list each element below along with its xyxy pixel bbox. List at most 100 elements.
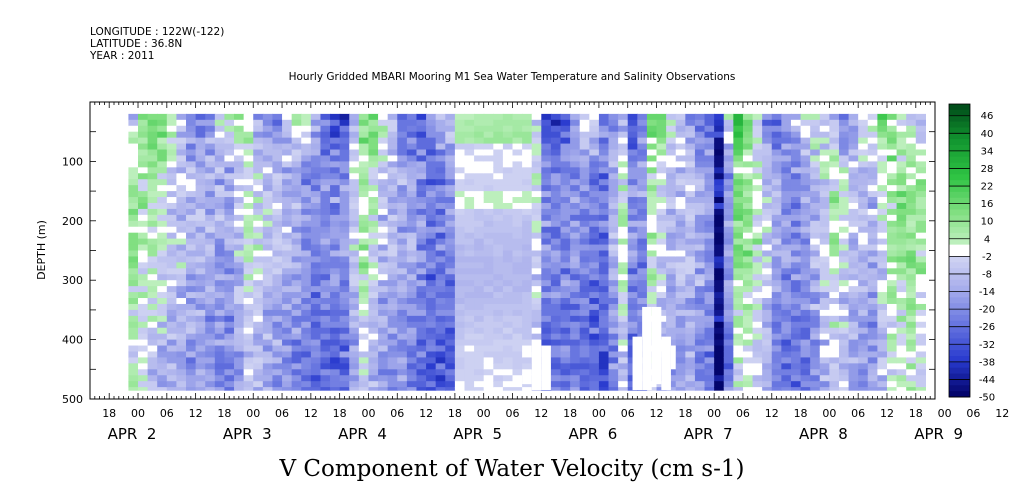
heat-cell	[771, 220, 782, 228]
heat-cell	[771, 119, 782, 127]
heat-cell	[838, 309, 850, 317]
heat-cell	[522, 280, 533, 287]
heat-cell	[742, 179, 754, 186]
heat-cell	[810, 327, 821, 335]
heat-cell	[896, 202, 907, 210]
heat-cell	[637, 220, 648, 228]
heat-cell	[886, 256, 898, 263]
heat-cell	[138, 375, 149, 382]
heat-cell	[147, 280, 158, 287]
heat-cell	[416, 232, 427, 240]
heat-cell	[454, 238, 466, 246]
heat-cell	[205, 113, 216, 121]
heat-cell	[570, 369, 581, 376]
heat-cell	[886, 197, 898, 204]
heat-cell	[157, 327, 168, 335]
heat-cell	[656, 250, 667, 258]
heat-cell	[790, 268, 802, 275]
heat-cell	[589, 274, 600, 281]
heat-cell	[800, 185, 811, 192]
heat-cell	[838, 220, 850, 228]
heat-cell	[301, 280, 312, 287]
heat-cell	[368, 185, 379, 192]
heat-cell	[186, 185, 197, 192]
x-tick-label: 18	[794, 407, 808, 420]
heat-cell	[406, 244, 418, 252]
heat-cell	[330, 303, 341, 311]
heat-cell	[282, 113, 293, 121]
heat-cell	[502, 191, 514, 198]
heat-cell	[618, 274, 629, 281]
heat-cell	[186, 125, 197, 133]
heat-cell	[531, 125, 542, 133]
heat-cell	[426, 262, 437, 269]
heat-cell	[886, 143, 898, 151]
heat-cell	[896, 357, 907, 364]
heat-cell	[339, 220, 350, 228]
heat-cell	[800, 262, 811, 269]
heat-cell	[445, 321, 456, 329]
heat-cell	[435, 381, 446, 388]
heat-cell	[282, 232, 293, 240]
heat-cell	[666, 262, 677, 269]
heat-cell	[723, 292, 734, 299]
heat-cell	[186, 232, 197, 240]
heat-cell	[195, 119, 206, 127]
heat-cell	[387, 131, 398, 139]
colorbar-swatch	[949, 355, 970, 363]
heat-cell	[454, 387, 466, 391]
heat-cell	[723, 298, 734, 305]
colorbar-swatch	[949, 104, 970, 111]
heat-cell	[157, 387, 168, 391]
heat-cell	[781, 161, 792, 168]
heat-cell	[675, 137, 686, 145]
heat-cell	[742, 256, 754, 263]
heat-cell	[195, 286, 206, 293]
heat-cell	[598, 250, 610, 258]
heat-cell	[445, 167, 456, 174]
heat-cell	[733, 185, 744, 192]
heat-cell	[214, 262, 226, 269]
heat-cell	[282, 333, 293, 341]
heat-cell	[848, 274, 859, 281]
heat-cell	[378, 250, 389, 258]
heat-cell	[608, 232, 619, 240]
heat-cell	[416, 125, 427, 133]
heat-cell	[147, 351, 158, 359]
heat-cell	[598, 286, 610, 293]
heat-cell	[838, 351, 850, 359]
heat-cell	[205, 321, 216, 329]
heat-cell	[512, 173, 523, 180]
heat-cell	[531, 214, 542, 222]
heat-cell	[790, 185, 802, 192]
heat-cell	[704, 345, 715, 353]
heat-cell	[147, 161, 158, 168]
heat-cell	[147, 238, 158, 246]
heat-cell	[541, 232, 552, 240]
heat-cell	[570, 197, 581, 204]
heat-cell	[186, 351, 197, 359]
heat-cell	[157, 232, 168, 240]
heat-cell	[733, 321, 744, 329]
heat-cell	[320, 202, 331, 210]
heat-cell	[790, 369, 802, 376]
heat-cell	[771, 292, 782, 299]
heat-cell	[800, 191, 811, 198]
heat-cell	[358, 131, 370, 139]
heat-cell	[176, 298, 187, 305]
heat-cell	[214, 321, 226, 329]
heat-cell	[704, 119, 715, 127]
heat-cell	[234, 173, 245, 180]
heat-cell	[368, 345, 379, 353]
heat-cell	[781, 292, 792, 299]
heat-cell	[550, 381, 562, 388]
heat-cell	[829, 167, 840, 174]
heat-cell	[253, 113, 264, 121]
heat-cell	[464, 375, 475, 382]
heat-cell	[618, 298, 629, 305]
heat-cell	[243, 149, 254, 157]
colorbar-label: 46	[981, 111, 994, 122]
heat-cell	[560, 226, 571, 234]
heat-cell	[272, 268, 283, 275]
heat-cell	[128, 197, 139, 204]
